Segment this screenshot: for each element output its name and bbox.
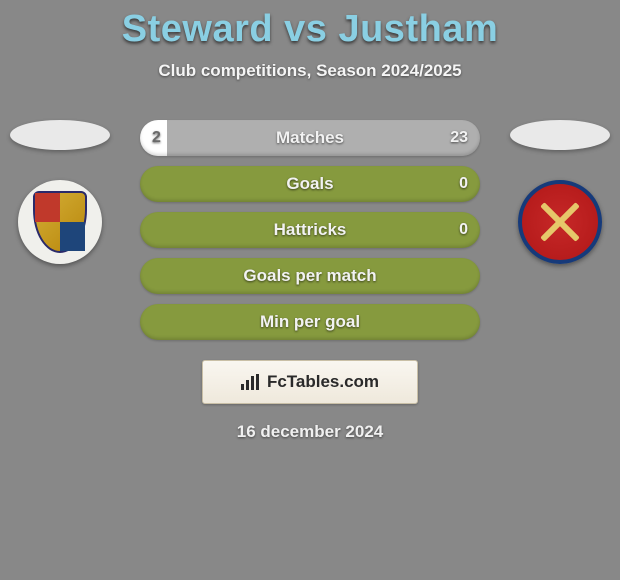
stat-value-left: 2 [152,129,161,147]
stat-bar: Min per goal [140,304,480,340]
branding-box[interactable]: FcTables.com [202,360,418,404]
bars-icon [241,374,261,390]
player-right-slot [510,120,610,264]
stat-bar: Goals 0 [140,166,480,202]
stat-bar: Hattricks 0 [140,212,480,248]
stat-label: Min per goal [260,312,360,332]
stat-bars-container: Matches 2 23 Goals 0 Hattricks 0 Goals per matc… [140,120,480,350]
stat-value-right: 0 [459,175,468,193]
hammers-icon [535,197,585,247]
stat-value-right: 23 [450,129,468,147]
page-subtitle: Club competitions, Season 2024/2025 [0,61,620,81]
club-logo-right [518,180,602,264]
page-title: Steward vs Justham [0,0,620,51]
stat-value-right: 0 [459,221,468,239]
player-left-name-oval [10,120,110,150]
club-logo-left [18,180,102,264]
date-text: 16 december 2024 [0,422,620,442]
stat-bar: Matches 2 23 [140,120,480,156]
stat-bar: Goals per match [140,258,480,294]
branding-text: FcTables.com [267,372,379,392]
stat-label: Matches [276,128,344,148]
player-left-slot [10,120,110,264]
shield-icon [33,191,87,253]
player-right-name-oval [510,120,610,150]
stat-label: Hattricks [274,220,347,240]
stat-label: Goals [286,174,333,194]
stat-label: Goals per match [243,266,376,286]
